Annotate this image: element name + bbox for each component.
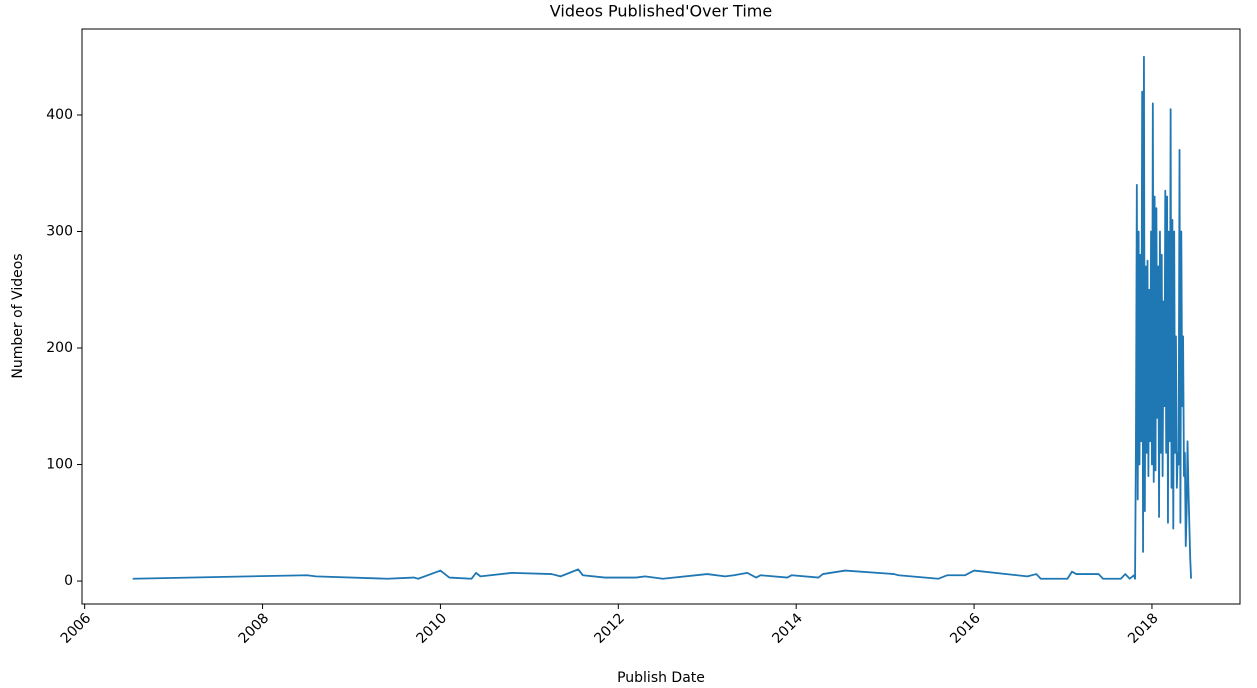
y-tick-label: 100 [46, 457, 73, 473]
y-tick-label: 400 [46, 107, 73, 123]
y-tick-label: 300 [46, 224, 73, 240]
plot-frame [81, 28, 1241, 605]
chart-title: Videos Published'Over Time [550, 2, 772, 21]
y-tick-label: 200 [46, 340, 73, 356]
x-axis-label: Publish Date [617, 670, 705, 686]
y-tick-label: 0 [64, 573, 73, 589]
y-axis-label: Number of Videos [10, 253, 26, 378]
line [132, 55, 1192, 580]
